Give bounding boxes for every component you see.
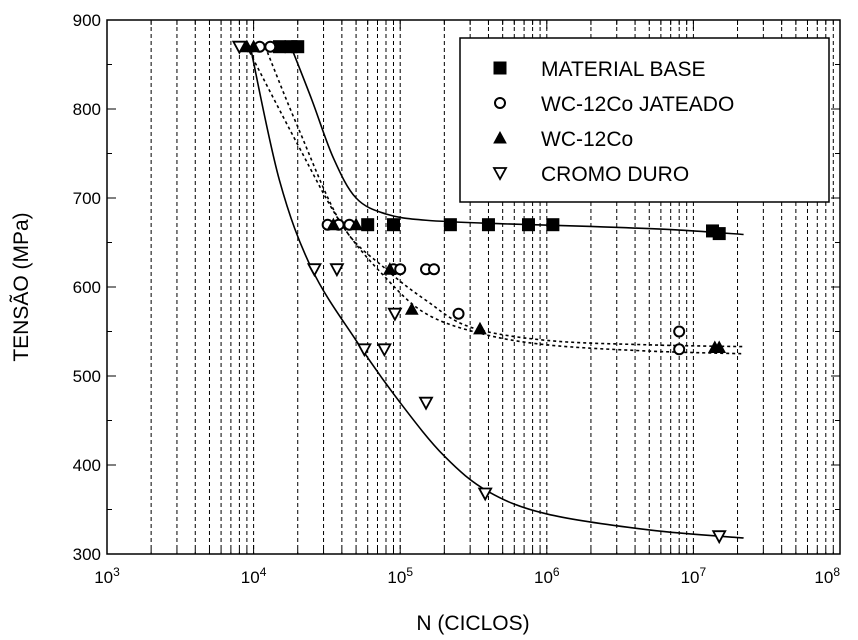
data-point-series-1 xyxy=(481,218,495,232)
legend-label-wc12co: WC-12Co xyxy=(541,128,633,151)
data-point-series-4 xyxy=(306,263,322,278)
data-point-series-4 xyxy=(376,343,392,358)
x-tick-label: 104 xyxy=(241,565,267,587)
y-tick-label: 800 xyxy=(73,100,101,119)
x-axis-title: N (CICLOS) xyxy=(416,612,529,635)
x-tick-label: 107 xyxy=(681,565,707,587)
data-point-series-4 xyxy=(356,343,372,358)
data-point-series-3 xyxy=(473,321,487,335)
data-point-series-4 xyxy=(329,263,345,278)
x-tick-label: 103 xyxy=(94,565,120,587)
legend: MATERIAL BASE WC-12Co JATEADO WC-12Co CR… xyxy=(459,37,830,203)
y-tick-label: 900 xyxy=(73,11,101,30)
data-point-series-4 xyxy=(418,396,434,411)
data-point-series-2 xyxy=(394,263,407,276)
y-tick-label: 400 xyxy=(73,456,101,475)
fit-line-1 xyxy=(290,46,744,236)
y-tick-label: 600 xyxy=(73,278,101,297)
data-point-series-3 xyxy=(246,39,261,53)
legend-markers xyxy=(492,61,508,181)
data-point-series-2 xyxy=(673,343,686,356)
data-point-series-1 xyxy=(712,227,726,241)
data-point-series-2 xyxy=(264,40,277,53)
points-layer xyxy=(231,39,727,545)
data-point-series-4 xyxy=(477,487,493,502)
y-tick-label: 500 xyxy=(73,367,101,386)
x-tick-label: 106 xyxy=(534,565,560,587)
data-point-series-1 xyxy=(443,218,457,232)
x-tick-label: 108 xyxy=(814,565,840,587)
fit-line-2 xyxy=(264,46,744,348)
data-point-series-3 xyxy=(712,340,727,354)
legend-marker-series-1 xyxy=(493,61,507,75)
data-point-series-3 xyxy=(383,262,397,275)
data-point-series-1 xyxy=(291,40,305,54)
legend-label-cromo-duro: CROMO DURO xyxy=(541,163,689,186)
data-point-series-2 xyxy=(673,325,686,338)
data-point-series-1 xyxy=(386,218,400,232)
data-point-series-1 xyxy=(361,218,375,232)
data-point-series-2 xyxy=(452,307,465,320)
data-point-series-1 xyxy=(546,218,560,232)
x-tick-label: 105 xyxy=(387,565,413,587)
data-point-series-4 xyxy=(231,40,247,55)
legend-marker-series-4 xyxy=(492,167,508,181)
fit-line-3 xyxy=(246,46,744,355)
legend-box xyxy=(459,37,830,203)
data-point-series-3 xyxy=(349,217,363,231)
legend-label-wc12co-jateado: WC-12Co JATEADO xyxy=(541,93,734,116)
data-point-series-1 xyxy=(521,218,535,232)
data-point-series-2 xyxy=(427,263,440,276)
fit-lines-layer xyxy=(246,46,744,539)
y-tick-label: 700 xyxy=(73,189,101,208)
y-tick-label: 300 xyxy=(73,545,101,564)
data-point-series-3 xyxy=(404,302,419,315)
legend-label-material-base: MATERIAL BASE xyxy=(541,58,706,81)
legend-marker-series-2 xyxy=(494,97,506,109)
data-point-series-3 xyxy=(326,217,341,231)
legend-marker-series-3 xyxy=(493,130,507,144)
data-point-series-4 xyxy=(711,530,727,545)
data-point-series-4 xyxy=(387,307,403,322)
ticks-layer: 103 104 105 106 107 108 300 400 500 600 700 800 900 xyxy=(73,11,841,587)
fit-line-4 xyxy=(249,46,744,539)
y-axis-title: TENSÃO (MPa) xyxy=(9,212,33,361)
